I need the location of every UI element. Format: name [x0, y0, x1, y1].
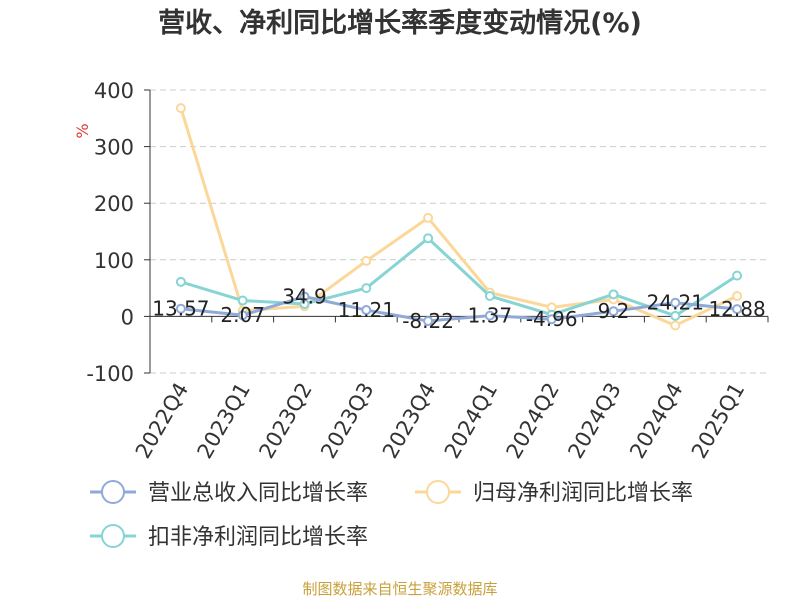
y-tick-label: 200: [94, 192, 134, 216]
y-tick-label: 100: [94, 249, 134, 273]
legend-marker: [426, 480, 450, 504]
data-point: [484, 310, 495, 321]
series-lines: [175, 103, 743, 331]
series-line: [180, 295, 738, 323]
data-point: [237, 310, 248, 321]
data-point: [423, 212, 434, 223]
y-tick-label: 0: [121, 305, 134, 329]
x-tick-label: 2024Q3: [563, 379, 625, 463]
x-tick-label: 2024Q4: [625, 379, 687, 463]
x-tick-label: 2023Q3: [316, 379, 378, 463]
data-point: [299, 291, 310, 302]
data-label: 34.9: [282, 285, 327, 309]
y-tick-label: 400: [94, 79, 134, 103]
data-point: [608, 306, 619, 317]
data-label: 9.2: [598, 299, 630, 323]
data-point: [670, 297, 681, 308]
x-tick-label: 2023Q4: [378, 378, 440, 462]
grid-lines: [150, 89, 768, 374]
data-label: 24.21: [647, 291, 704, 315]
data-point: [670, 310, 681, 321]
data-label: 13.57: [152, 297, 209, 321]
data-labels: 13.57 2.07 34.9 11.21 -8.22 1.37 -4.96 9.2 24.21…: [152, 285, 765, 333]
data-point: [484, 291, 495, 302]
data-point: [423, 233, 434, 244]
source-note: 制图数据来自恒生聚源数据库: [302, 580, 497, 598]
legend-marker: [101, 524, 125, 548]
x-tick-label: 2025Q1: [687, 379, 749, 463]
y-axis-unit-label: %: [73, 123, 92, 138]
x-tick-label: 2023Q2: [254, 379, 316, 463]
data-label: 1.37: [468, 304, 513, 328]
data-point: [732, 304, 743, 315]
data-point: [237, 295, 248, 306]
data-label: -4.96: [526, 307, 578, 331]
legend-label: 扣非净利润同比增长率: [148, 525, 368, 550]
chart-title: 营收、净利同比增长率季度变动情况(%): [158, 7, 642, 39]
x-tick-label: 2022Q4: [131, 379, 193, 463]
series-line: [180, 236, 738, 318]
data-point: [670, 320, 681, 331]
y-tick-label: -100: [86, 362, 134, 386]
x-tick-label: 2024Q2: [502, 379, 564, 463]
data-point: [361, 305, 372, 316]
y-tick-label: 300: [94, 136, 134, 160]
data-point: [175, 103, 186, 114]
data-point: [608, 289, 619, 300]
series-line: [179, 107, 738, 327]
data-point: [361, 255, 372, 266]
data-label: 2.07: [220, 303, 265, 327]
data-point: [732, 291, 743, 302]
legend-label: 营业总收入同比增长率: [148, 481, 368, 506]
data-point: [175, 276, 186, 287]
legend-label: 归母净利润同比增长率: [473, 481, 693, 506]
data-label: 12.88: [708, 297, 765, 321]
x-tick-label: 2023Q1: [193, 379, 255, 463]
data-point: [732, 270, 743, 281]
data-label: -8.22: [402, 309, 454, 333]
data-point: [361, 283, 372, 294]
data-point: [175, 303, 186, 314]
x-tick-label: 2024Q1: [440, 379, 502, 463]
data-point: [546, 314, 557, 325]
data-label: 11.21: [338, 298, 395, 322]
legend-marker: [101, 480, 125, 504]
data-point: [423, 316, 434, 327]
